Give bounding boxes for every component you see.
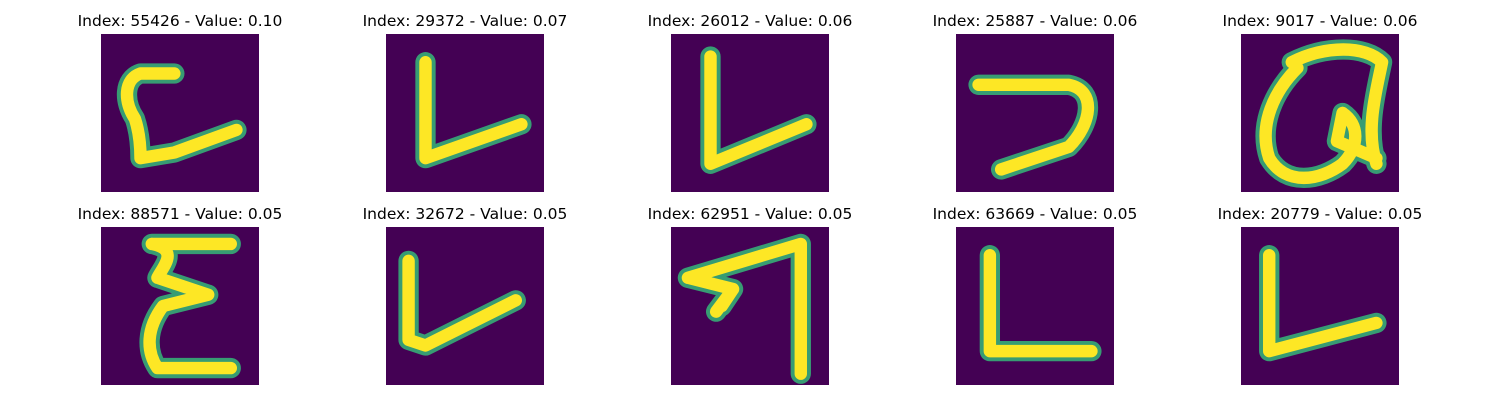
image-panel: Index: 20779 - Value: 0.05 [1180,205,1460,395]
image-panel: Index: 63669 - Value: 0.05 [895,205,1175,395]
panel-title: Index: 26012 - Value: 0.06 [647,12,853,30]
image-panel: Index: 88571 - Value: 0.05 [40,205,320,395]
stroke-core [402,254,522,352]
digit-image [101,227,259,385]
stroke-core [120,67,243,165]
digit-image [671,34,829,192]
panel-title: Index: 32672 - Value: 0.05 [362,205,568,223]
image-panel: Index: 25887 - Value: 0.06 [895,12,1175,202]
panel-title: Index: 25887 - Value: 0.06 [932,12,1138,30]
digit-image [956,227,1114,385]
digit-image [671,227,829,385]
panel-title: Index: 62951 - Value: 0.05 [647,205,853,223]
stroke-core [972,78,1095,176]
image-panel: Index: 55426 - Value: 0.10 [40,12,320,202]
stroke-core [1259,43,1389,185]
image-panel: Index: 29372 - Value: 0.07 [325,12,605,202]
stroke-core [1263,249,1383,358]
panel-title: Index: 55426 - Value: 0.10 [77,12,283,30]
digit-image [386,34,544,192]
digit-image [1241,227,1399,385]
digit-image [956,34,1114,192]
stroke-core [681,237,807,380]
panel-title: Index: 88571 - Value: 0.05 [77,205,283,223]
stroke-core [983,249,1098,358]
panel-title: Index: 9017 - Value: 0.06 [1222,12,1418,30]
digit-image [101,34,259,192]
image-panel: Index: 9017 - Value: 0.06 [1180,12,1460,202]
image-panel: Index: 26012 - Value: 0.06 [610,12,890,202]
digit-image [386,227,544,385]
image-panel: Index: 62951 - Value: 0.05 [610,205,890,395]
stroke-core [704,50,813,170]
stroke-core [143,237,237,375]
image-background [671,34,829,192]
digit-image [1241,34,1399,192]
panel-title: Index: 20779 - Value: 0.05 [1217,205,1423,223]
image-panel: Index: 32672 - Value: 0.05 [325,205,605,395]
panel-title: Index: 29372 - Value: 0.07 [362,12,568,30]
stroke-core [419,56,528,165]
panel-title: Index: 63669 - Value: 0.05 [932,205,1138,223]
image-background [386,34,544,192]
